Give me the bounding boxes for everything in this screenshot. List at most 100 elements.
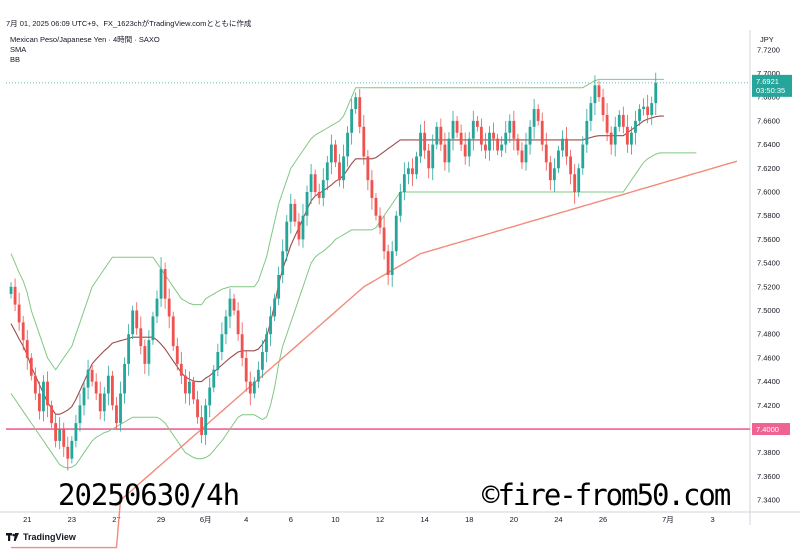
candle-body: [382, 227, 386, 252]
candle-body: [552, 168, 556, 181]
candle-body: [305, 192, 309, 216]
candle-body: [192, 381, 195, 400]
tradingview-brand[interactable]: TradingView: [23, 532, 76, 542]
candle-body: [102, 393, 106, 412]
candle-body: [597, 85, 601, 98]
candle-body: [151, 316, 155, 341]
legend-bb[interactable]: BB: [10, 55, 21, 64]
x-tick-label: 6月: [200, 515, 212, 524]
candle-body: [630, 132, 633, 145]
x-tick-label: 24: [554, 515, 562, 524]
candle-body: [119, 393, 122, 424]
candle-body: [37, 393, 41, 412]
candle-body: [463, 144, 467, 157]
candle-body: [159, 269, 163, 299]
candle-body: [334, 144, 337, 163]
y-tick-label: 7.3600: [757, 472, 780, 481]
candle-body: [467, 138, 471, 157]
candle-body: [98, 393, 102, 412]
candle-body: [236, 310, 240, 335]
candle-body: [261, 352, 264, 370]
footer: TradingView: [6, 532, 76, 542]
candle-body: [593, 85, 597, 104]
x-tick-label: 18: [465, 515, 473, 524]
candle-body: [54, 423, 58, 441]
candle-body: [70, 440, 74, 459]
candle-body: [248, 381, 252, 394]
candle-body: [171, 316, 175, 347]
bb-lower-line: [10, 152, 697, 469]
candle-body: [21, 322, 25, 341]
date-overlay-text: 20250630/4h: [58, 478, 240, 512]
candle-body: [143, 346, 147, 364]
x-tick-label: 21: [23, 515, 31, 524]
candle-body: [419, 132, 422, 157]
candle-body: [220, 334, 224, 352]
candle-body: [90, 369, 94, 382]
candle-body: [196, 399, 199, 418]
candle-body: [573, 174, 577, 192]
candle-body: [415, 156, 418, 175]
candle-body: [459, 132, 463, 145]
candle-body: [516, 138, 520, 151]
candle-body: [406, 168, 410, 175]
candle-body: [321, 180, 325, 198]
candle-countdown-label: 03:50:35: [756, 86, 785, 95]
candle-body: [42, 381, 45, 412]
candle-body: [455, 120, 459, 133]
y-tick-label: 7.3400: [757, 496, 780, 505]
candle-body: [398, 192, 402, 216]
legend-symbol[interactable]: Mexican Peso/Japanese Yen · 4時間 · SAXO: [10, 35, 160, 44]
tv-logo-icon[interactable]: [6, 532, 20, 542]
candle-body: [613, 126, 617, 145]
candle-body: [431, 144, 435, 169]
candle-body: [74, 423, 78, 441]
candle-body: [309, 174, 313, 192]
sma-line: [11, 160, 738, 549]
candle-body: [212, 369, 216, 388]
candle-body: [167, 298, 171, 317]
candle-body: [646, 106, 650, 115]
candle-body: [188, 381, 191, 394]
candle-body: [378, 215, 382, 228]
candle-body: [269, 316, 272, 335]
horizontal-level-label: 7.4000: [756, 425, 779, 434]
candle-body: [548, 162, 552, 181]
y-tick-label: 7.7200: [757, 45, 780, 54]
candle-body: [642, 106, 646, 110]
candle-body: [561, 138, 564, 151]
candle-body: [443, 144, 447, 163]
candle-body: [358, 97, 362, 127]
y-tick-label: 7.4800: [757, 330, 780, 339]
candle-body: [544, 144, 548, 163]
candle-body: [25, 340, 29, 358]
candle-body: [277, 274, 281, 299]
candle-body: [585, 120, 589, 145]
x-tick-label: 14: [420, 515, 428, 524]
y-tick-label: 7.4200: [757, 401, 780, 410]
legend-sma[interactable]: SMA: [10, 45, 27, 54]
candle-body: [390, 251, 394, 275]
horizontal-level-tag: [752, 423, 790, 436]
candle-body: [240, 334, 244, 358]
candle-body: [13, 286, 17, 305]
candle-body: [33, 375, 37, 394]
x-tick-label: 23: [68, 515, 76, 524]
candle-body: [621, 114, 625, 127]
candle-body: [123, 363, 126, 394]
candle-body: [451, 120, 455, 139]
candle-body: [500, 144, 504, 151]
candle-body: [650, 103, 654, 115]
candle-body: [183, 375, 187, 394]
candle-body: [285, 221, 289, 252]
candle-body: [625, 126, 629, 145]
y-tick-label: 7.4400: [757, 377, 780, 386]
candle-body: [601, 97, 605, 115]
copyright-overlay-text: ©fire-from50.com: [482, 478, 731, 512]
candle-body: [609, 132, 613, 145]
candle-body: [135, 310, 139, 329]
candle-body: [447, 138, 451, 163]
candle-body: [155, 298, 159, 317]
x-tick-label: 27: [112, 515, 120, 524]
